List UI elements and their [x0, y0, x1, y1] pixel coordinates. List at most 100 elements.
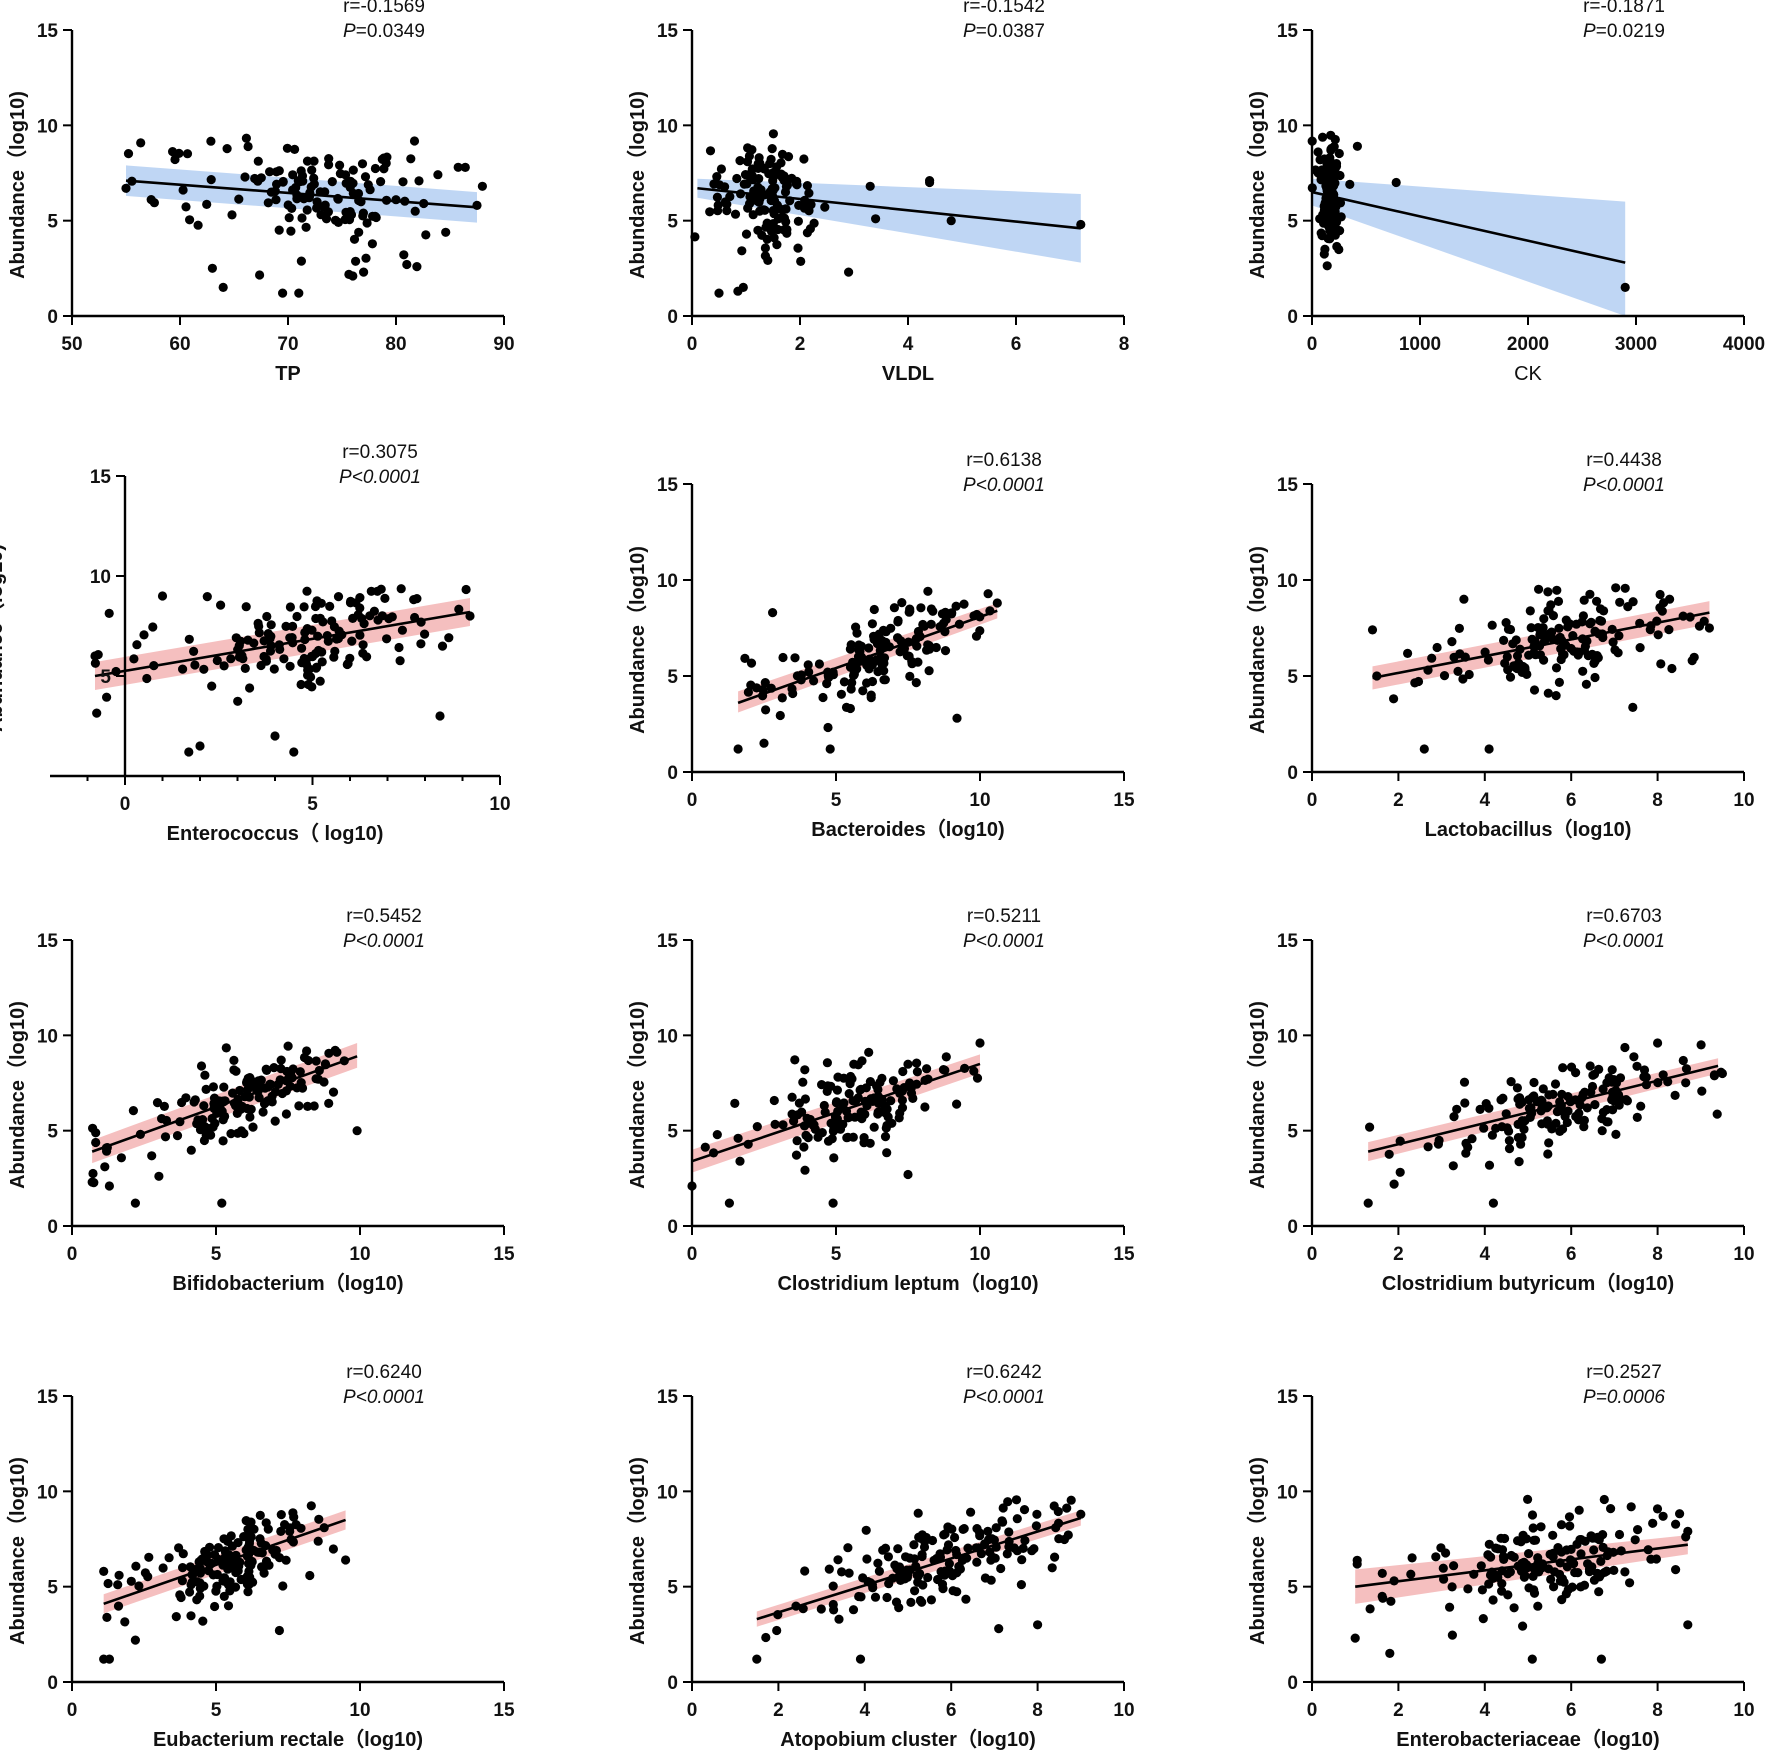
- data-point: [1447, 1582, 1457, 1592]
- data-point: [1554, 677, 1564, 688]
- data-point: [321, 214, 332, 224]
- x-axis-title: CK: [1514, 363, 1542, 385]
- data-point: [1551, 691, 1561, 701]
- data-point: [184, 747, 194, 757]
- data-point: [1609, 1565, 1619, 1575]
- y-tick-label: 5: [47, 212, 58, 233]
- data-point: [234, 641, 244, 651]
- data-point: [130, 1198, 140, 1208]
- data-point: [1484, 1160, 1495, 1170]
- data-point: [219, 1082, 229, 1092]
- data-point: [285, 602, 295, 612]
- data-point: [714, 288, 724, 298]
- data-point: [874, 1566, 885, 1576]
- data-point: [882, 1120, 892, 1131]
- data-point: [275, 644, 285, 655]
- p-value: P<0.0001: [963, 931, 1045, 952]
- data-point: [705, 146, 716, 156]
- data-point: [1533, 623, 1543, 633]
- x-tick-label: 4: [903, 334, 914, 355]
- data-point: [1697, 1086, 1707, 1096]
- data-point: [946, 216, 956, 226]
- data-point: [1620, 1042, 1630, 1053]
- data-point: [219, 661, 229, 671]
- correlation-r: r=0.3075: [342, 442, 418, 463]
- data-point: [790, 1055, 800, 1065]
- data-point: [867, 619, 878, 629]
- x-tick-label: 8: [1652, 790, 1663, 811]
- x-tick-label: 3000: [1615, 334, 1657, 355]
- data-point: [312, 203, 322, 213]
- data-point: [335, 160, 345, 170]
- x-tick-label: 0: [687, 1700, 698, 1721]
- data-point: [740, 653, 750, 664]
- data-point: [216, 600, 226, 610]
- data-point: [906, 1597, 916, 1607]
- data-point: [1563, 622, 1573, 632]
- data-point: [366, 586, 376, 596]
- data-point: [416, 639, 426, 649]
- data-point: [241, 133, 251, 143]
- data-point: [218, 1136, 228, 1146]
- data-point: [1438, 1563, 1448, 1573]
- data-point: [345, 182, 355, 192]
- data-point: [292, 611, 302, 622]
- data-point: [1365, 1604, 1375, 1614]
- data-point: [1704, 623, 1714, 633]
- data-point: [1423, 1142, 1433, 1152]
- data-point: [1031, 1521, 1041, 1531]
- data-point: [1536, 1522, 1546, 1532]
- data-point: [88, 1168, 98, 1179]
- data-point: [778, 1120, 788, 1130]
- data-point: [226, 1129, 236, 1139]
- data-point: [792, 1136, 802, 1146]
- data-point: [157, 1114, 167, 1124]
- y-tick-label: 5: [667, 667, 678, 688]
- data-point: [917, 1550, 927, 1560]
- data-point: [712, 1130, 722, 1140]
- data-point: [370, 163, 380, 174]
- data-point: [796, 256, 806, 266]
- data-point: [775, 710, 785, 721]
- data-point: [849, 669, 859, 680]
- data-point: [1533, 1553, 1543, 1563]
- x-tick-label: 2: [773, 1700, 784, 1721]
- y-tick-label: 10: [1277, 1026, 1298, 1047]
- data-point: [1652, 1504, 1663, 1514]
- data-point: [309, 156, 319, 166]
- data-point: [1558, 1124, 1568, 1134]
- data-point: [1488, 1198, 1498, 1208]
- data-point: [1550, 1079, 1561, 1089]
- data-point: [913, 657, 923, 667]
- data-point: [1455, 649, 1465, 659]
- data-point: [832, 1085, 843, 1095]
- data-point: [398, 177, 408, 187]
- y-tick-label: 10: [657, 1026, 678, 1047]
- data-point: [1543, 587, 1553, 597]
- data-point: [1551, 1118, 1561, 1128]
- x-tick-label: 4000: [1723, 334, 1765, 355]
- data-point: [1506, 1550, 1516, 1561]
- data-point: [856, 1592, 866, 1602]
- regression-line: [125, 179, 478, 209]
- p-value: P<0.0001: [963, 1387, 1045, 1408]
- data-point: [1313, 147, 1323, 157]
- data-point: [281, 1109, 291, 1119]
- y-tick-label: 0: [47, 1217, 58, 1238]
- data-point: [90, 658, 100, 668]
- data-point: [1538, 1084, 1548, 1094]
- x-tick-label: 0: [687, 790, 698, 811]
- data-point: [323, 636, 333, 646]
- data-point: [848, 1132, 858, 1142]
- y-axis-title: Abundance（log10): [0, 544, 7, 732]
- data-point: [972, 1557, 982, 1567]
- data-point: [1047, 1563, 1057, 1573]
- data-point: [358, 208, 368, 218]
- data-point: [1675, 1509, 1685, 1519]
- data-point: [261, 1097, 271, 1107]
- data-point: [270, 731, 280, 741]
- data-point: [1498, 1093, 1508, 1103]
- data-point: [1453, 666, 1463, 677]
- y-tick-label: 0: [1287, 763, 1298, 784]
- data-point: [210, 1550, 220, 1560]
